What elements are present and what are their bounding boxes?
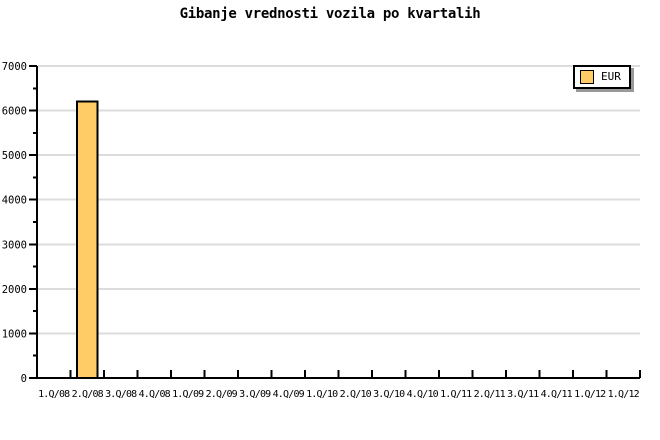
x-tick-label: 3.Q/11 [507, 389, 539, 400]
y-tick-label: 7000 [2, 61, 27, 73]
x-tick-label: 1.Q/11 [440, 389, 472, 400]
x-tick-label: 3.Q/09 [239, 389, 271, 400]
x-tick-label: 1.Q/12 [608, 389, 640, 400]
x-tick-label: 1.Q/12 [574, 389, 606, 400]
x-tick-label: 2.Q/10 [340, 389, 372, 400]
x-tick-label: 4.Q/10 [407, 389, 439, 400]
y-tick-label: 3000 [2, 239, 27, 251]
y-tick-label: 2000 [2, 284, 27, 296]
y-tick-label: 1000 [2, 328, 27, 340]
y-tick-label: 6000 [2, 106, 27, 118]
x-tick-label: 2.Q/11 [474, 389, 506, 400]
x-tick-label: 1.Q/09 [172, 389, 204, 400]
y-tick-label: 5000 [2, 150, 27, 162]
y-tick-label: 0 [21, 373, 27, 385]
x-tick-label: 4.Q/11 [541, 389, 573, 400]
chart-title: Gibanje vrednosti vozila po kvartalih [179, 6, 481, 22]
x-tick-label: 3.Q/08 [105, 389, 137, 400]
y-tick-label: 4000 [2, 195, 27, 207]
bar-2.Q/08 [76, 100, 99, 380]
x-tick-label: 4.Q/09 [273, 389, 305, 400]
x-tick-label: 1.Q/08 [38, 389, 70, 400]
x-tick-label: 4.Q/08 [139, 389, 171, 400]
x-tick-label: 3.Q/10 [373, 389, 405, 400]
x-tick-label: 2.Q/09 [206, 389, 238, 400]
legend-label: EUR [601, 70, 621, 83]
x-tick-label: 1.Q/10 [306, 389, 338, 400]
x-tick-label: 2.Q/08 [72, 389, 104, 400]
legend: EUR [573, 65, 631, 89]
legend-swatch-eur [580, 70, 594, 84]
